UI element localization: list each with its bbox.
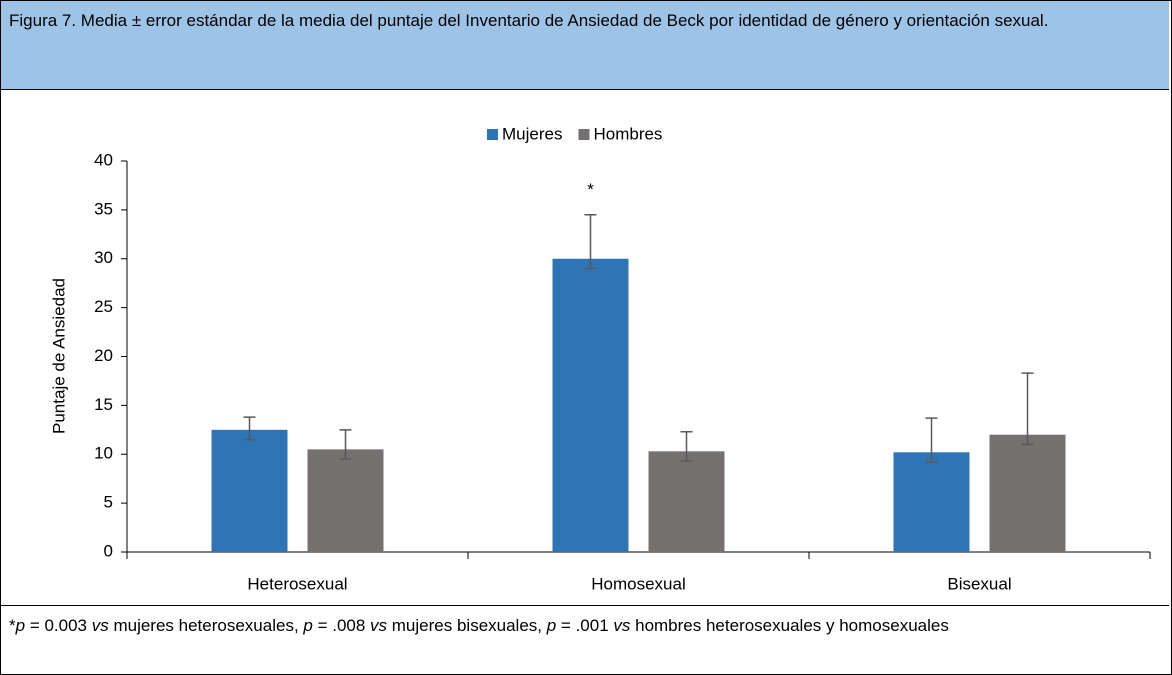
footnote-text: vs [91, 616, 109, 635]
error-bar [243, 416, 256, 441]
footnote-text: = .001 [556, 616, 614, 635]
y-tick-label: 15 [94, 395, 113, 414]
error-bar [925, 417, 938, 463]
y-tick-label: 0 [104, 541, 113, 560]
x-tick-label: Homosexual [591, 574, 686, 593]
footnote-text: * [9, 616, 16, 635]
y-axis-label: Puntaje de Ansiedad [49, 278, 68, 434]
footnote-text: vs [613, 616, 631, 635]
bar [893, 452, 970, 552]
legend-label: Hombres [593, 124, 662, 143]
x-tick-label: Heterosexual [247, 574, 347, 593]
bar [989, 434, 1066, 552]
footnote-text: p [546, 616, 557, 635]
error-bar [680, 431, 693, 462]
figure-caption: Figura 7. Media ± error estándar de la m… [1, 1, 1169, 90]
y-tick-label: 30 [94, 248, 113, 267]
footnote-text: hombres heterosexuales y homosexuales [630, 616, 949, 635]
bar [552, 258, 629, 552]
footnote-text: = .008 [312, 616, 371, 635]
legend-swatch [578, 129, 590, 140]
error-bar [1021, 372, 1034, 446]
y-tick-label: 35 [94, 199, 113, 218]
y-tick-label: 40 [94, 150, 113, 169]
significance-marker: * [587, 180, 594, 199]
error-bar [339, 429, 352, 460]
y-tick-label: 5 [104, 493, 113, 512]
legend-swatch [487, 129, 498, 140]
footnote: *p = 0.003 vs mujeres heterosexuales, p … [1, 605, 1169, 674]
footnote-text: p [15, 616, 26, 635]
bar [307, 449, 384, 552]
bar [211, 429, 288, 552]
y-tick-label: 10 [94, 444, 113, 463]
y-tick-label: 25 [94, 297, 113, 316]
footnote-text: vs [370, 616, 388, 635]
x-tick-label: Bisexual [947, 574, 1011, 593]
footnote-text: mujeres bisexuales, [387, 616, 547, 635]
footnote-text: = 0.003 [25, 616, 92, 635]
legend-label: Mujeres [502, 124, 562, 143]
footnote-text: mujeres heterosexuales, [108, 616, 304, 635]
footnote-text: p [303, 616, 313, 635]
y-tick-label: 20 [94, 346, 113, 365]
bar [648, 451, 725, 552]
error-bar [584, 214, 597, 270]
